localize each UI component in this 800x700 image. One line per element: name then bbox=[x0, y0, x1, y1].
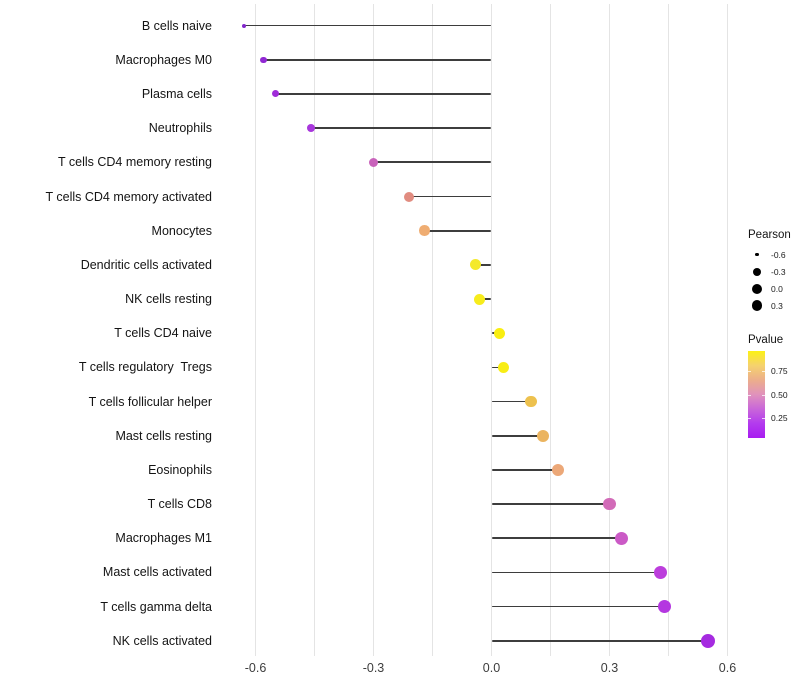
data-point-dot bbox=[403, 191, 414, 202]
y-axis-label: NK cells resting bbox=[125, 292, 212, 307]
data-point-dot bbox=[497, 361, 509, 373]
data-point-dot bbox=[474, 293, 486, 305]
lollipop-stem bbox=[408, 195, 492, 198]
y-axis-label: Monocytes bbox=[151, 223, 212, 238]
gridline bbox=[726, 4, 728, 656]
gradient-tick-mark bbox=[762, 394, 765, 396]
gridline bbox=[255, 4, 257, 656]
gridline bbox=[432, 4, 433, 656]
y-axis-label: T cells CD4 memory resting bbox=[58, 155, 212, 170]
x-tick-label: 0.0 bbox=[482, 661, 501, 675]
size-legend-label: 0.3 bbox=[771, 300, 783, 311]
lollipop-stem bbox=[310, 127, 492, 129]
data-point-dot bbox=[657, 599, 672, 614]
size-legend-title: Pearson bbox=[748, 229, 791, 241]
data-point-dot bbox=[419, 225, 430, 236]
lollipop-stem bbox=[491, 434, 543, 437]
lollipop-stem bbox=[475, 264, 492, 266]
color-legend-title: Pvalue bbox=[748, 334, 784, 346]
pvalue-gradient-bar bbox=[748, 351, 765, 438]
size-legend-dot bbox=[751, 300, 763, 311]
data-point-dot bbox=[536, 429, 549, 442]
pvalue-legend-label: 0.75 bbox=[771, 366, 788, 377]
y-axis-label: Macrophages M0 bbox=[115, 52, 212, 67]
gridline bbox=[608, 4, 610, 656]
y-axis-label: T cells CD8 bbox=[147, 497, 212, 512]
lollipop-stem bbox=[424, 229, 492, 232]
y-axis-label: NK cells activated bbox=[112, 633, 212, 648]
y-axis-label: T cells CD4 naive bbox=[114, 326, 212, 341]
size-legend-label: -0.6 bbox=[771, 249, 786, 260]
data-point-dot bbox=[525, 395, 537, 408]
gradient-tick-mark bbox=[748, 371, 751, 373]
data-point-dot bbox=[260, 56, 267, 64]
data-point-dot bbox=[653, 565, 668, 580]
x-tick-label: 0.3 bbox=[600, 661, 619, 675]
size-legend-dot bbox=[755, 252, 759, 257]
lollipop-stem bbox=[491, 400, 531, 403]
gradient-tick-mark bbox=[762, 371, 765, 373]
y-axis-label: Eosinophils bbox=[148, 462, 212, 477]
lollipop-stem bbox=[263, 58, 492, 61]
lollipop-stem bbox=[491, 366, 504, 369]
size-legend-label: 0.0 bbox=[771, 283, 783, 294]
gridline bbox=[373, 4, 374, 656]
size-legend-dot bbox=[752, 283, 762, 294]
y-axis-label: T cells CD4 memory activated bbox=[45, 189, 213, 204]
gradient-tick-mark bbox=[748, 417, 751, 419]
y-axis-label: T cells gamma delta bbox=[100, 599, 212, 614]
lollipop-stem bbox=[275, 93, 492, 95]
lollipop-stem bbox=[491, 469, 559, 471]
y-axis-label: Mast cells activated bbox=[102, 565, 212, 580]
y-axis-label: T cells follicular helper bbox=[88, 394, 212, 409]
x-tick-label: -0.3 bbox=[362, 661, 385, 675]
data-point-dot bbox=[470, 259, 482, 271]
data-point-dot bbox=[603, 497, 616, 511]
y-axis-label: Macrophages M1 bbox=[115, 531, 212, 546]
gradient-tick-mark bbox=[748, 394, 751, 396]
gridline bbox=[491, 4, 492, 656]
x-tick-label: -0.6 bbox=[244, 661, 267, 675]
lollipop-stem bbox=[491, 537, 622, 540]
data-point-dot bbox=[271, 90, 279, 98]
data-point-dot bbox=[552, 463, 565, 476]
lollipop-stem bbox=[491, 503, 610, 505]
size-legend-dot bbox=[753, 267, 761, 276]
gradient-tick-mark bbox=[762, 417, 765, 419]
data-point-dot bbox=[368, 157, 379, 168]
lollipop-stem bbox=[491, 571, 661, 574]
data-point-dot bbox=[493, 327, 505, 339]
data-point-dot bbox=[614, 531, 628, 545]
y-axis-label: Plasma cells bbox=[141, 86, 212, 101]
data-point-dot bbox=[306, 124, 315, 133]
gridline bbox=[549, 4, 551, 656]
y-axis-label: T cells regulatory Tregs bbox=[78, 360, 212, 375]
y-axis-label: Mast cells resting bbox=[115, 428, 212, 443]
lollipop-stem bbox=[491, 639, 708, 642]
pvalue-legend-label: 0.25 bbox=[771, 412, 788, 423]
y-axis-label: Neutrophils bbox=[148, 121, 212, 136]
size-legend-label: -0.3 bbox=[771, 266, 786, 277]
y-axis-label: B cells naive bbox=[141, 18, 212, 33]
lollipop-stem bbox=[373, 161, 492, 164]
pvalue-legend-label: 0.50 bbox=[771, 389, 788, 400]
gridline bbox=[667, 4, 669, 656]
lollipop-stem bbox=[479, 298, 492, 300]
data-point-dot bbox=[700, 633, 715, 648]
lollipop-stem bbox=[243, 24, 492, 27]
x-tick-label: 0.6 bbox=[718, 661, 737, 675]
gridline bbox=[314, 4, 315, 656]
data-point-dot bbox=[241, 23, 246, 28]
y-axis-label: Dendritic cells activated bbox=[80, 257, 212, 272]
lollipop-stem bbox=[491, 605, 665, 608]
